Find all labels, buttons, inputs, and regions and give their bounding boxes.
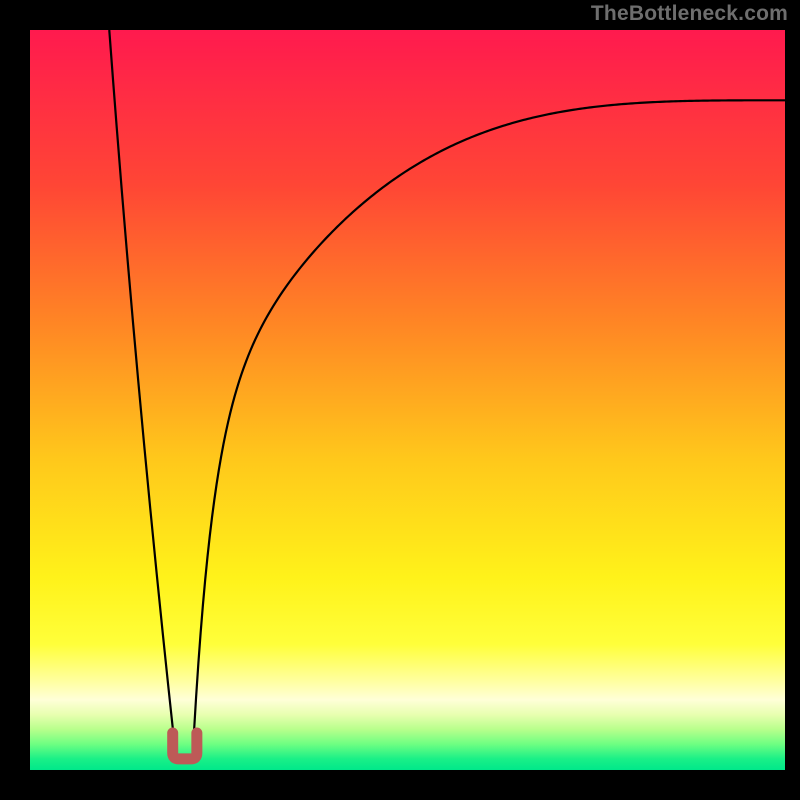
plot-gradient-area xyxy=(30,30,785,770)
watermark-text: TheBottleneck.com xyxy=(591,2,788,26)
